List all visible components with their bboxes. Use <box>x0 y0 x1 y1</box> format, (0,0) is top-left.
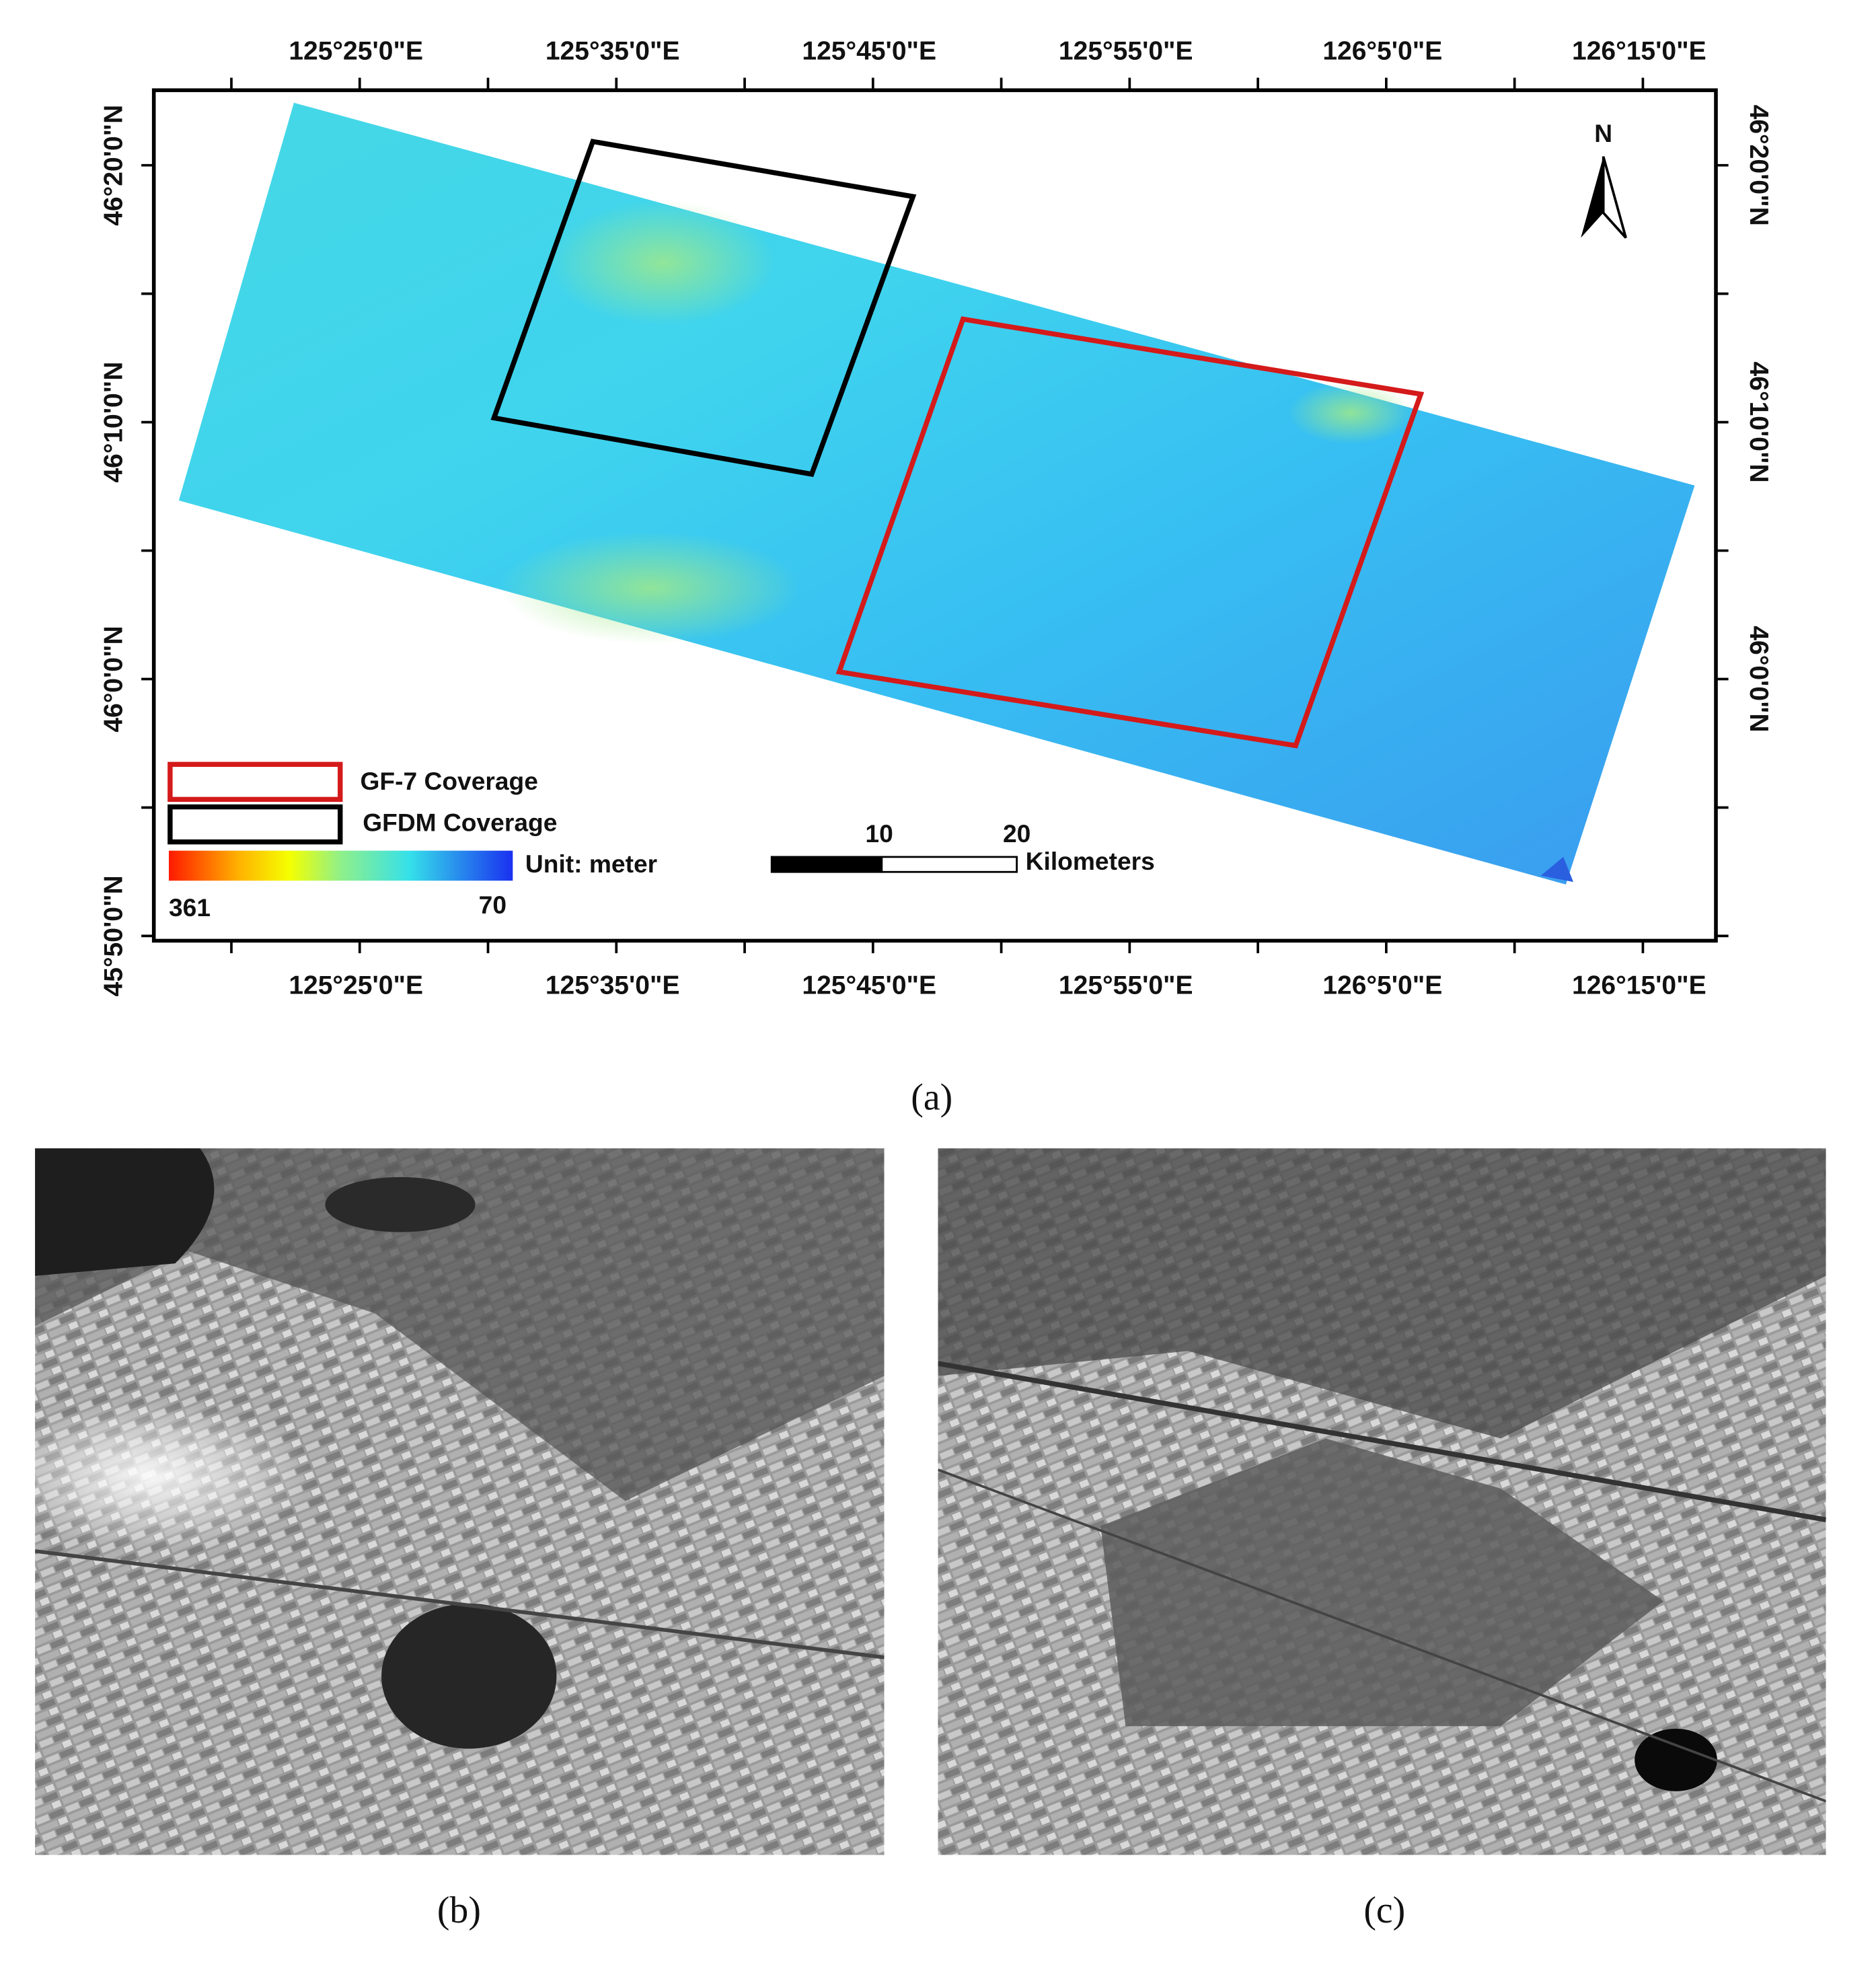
image-dark-area <box>35 1148 885 1501</box>
scale-segment <box>770 856 883 873</box>
north-arrow-left <box>1581 156 1604 238</box>
image-water <box>325 1177 476 1232</box>
lat-label-left: 46°20'0"N <box>99 105 128 226</box>
lat-label-right: 46°0'0"N <box>1744 626 1773 732</box>
image-dark-area <box>1100 1438 1663 1727</box>
image-water <box>35 1148 215 1276</box>
image-c <box>938 1148 1826 1855</box>
image-road <box>35 1549 885 1659</box>
north-label: N <box>1594 119 1612 147</box>
legend-gfdm-label: GFDM Coverage <box>363 808 557 836</box>
image-water <box>381 1603 557 1749</box>
lat-label-left: 46°10'0"N <box>99 362 128 483</box>
image-water <box>1635 1728 1717 1791</box>
lat-label-right: 46°10'0"N <box>1744 362 1773 483</box>
caption: (c) <box>1363 1890 1405 1931</box>
raster-shade <box>1288 381 1414 445</box>
lat-label-left: 46°0'0"N <box>99 626 128 732</box>
legend-gf7-label: GF-7 Coverage <box>360 767 537 795</box>
image-road <box>938 1468 1826 1803</box>
lon-label-top: 126°15'0"E <box>1572 37 1706 66</box>
gf7-coverage <box>835 316 1425 749</box>
caption: (a) <box>911 1076 952 1118</box>
raster-shade <box>550 200 776 326</box>
north-arrow-right <box>1602 156 1627 239</box>
lon-label-bottom: 125°25'0"E <box>289 971 423 1000</box>
lon-label-bottom: 126°15'0"E <box>1572 971 1706 1000</box>
lon-label-bottom: 125°55'0"E <box>1059 971 1193 1000</box>
unit-label: Unit: meter <box>525 850 657 878</box>
scale-unit: Kilometers <box>1026 847 1155 875</box>
north-arrow: N <box>1581 119 1627 239</box>
scale-tick-label: 20 <box>1003 819 1030 848</box>
lon-label-top: 126°5'0"E <box>1322 37 1442 66</box>
image-b <box>35 1148 885 1855</box>
color-bar <box>169 850 513 881</box>
lon-label-bottom: 126°5'0"E <box>1322 971 1442 1000</box>
lon-label-bottom: 125°35'0"E <box>546 971 680 1000</box>
lon-label-top: 125°25'0"E <box>289 37 423 66</box>
image-haze <box>35 1401 313 1551</box>
image-dark-area <box>938 1148 1826 1439</box>
scale-segment <box>880 856 1018 873</box>
gfdm-coverage <box>490 139 917 478</box>
raster-shade <box>500 531 800 644</box>
ticks: 125°25'0"E 125°25'0"E 125°35'0"E 125°35'0"E… <box>99 37 1773 1000</box>
raster-shade <box>1540 856 1574 883</box>
caption: (b) <box>437 1890 481 1931</box>
legend-gfdm-swatch <box>167 804 343 845</box>
legend: GF-7 Coverage GFDM Coverage Unit: meter … <box>167 761 657 922</box>
lon-label-bottom: 125°45'0"E <box>802 971 936 1000</box>
image-road <box>938 1361 1826 1523</box>
color-bar-max: 361 <box>169 893 211 922</box>
scale-bar: 10 20 Kilometers <box>770 819 1155 875</box>
color-bar-min: 70 <box>479 891 506 919</box>
legend-gf7-swatch <box>167 761 343 802</box>
lat-label-right: 46°20'0"N <box>1744 105 1773 226</box>
lon-label-top: 125°35'0"E <box>546 37 680 66</box>
map-frame <box>151 88 1718 943</box>
lon-label-top: 125°45'0"E <box>802 37 936 66</box>
lat-label-left: 45°50'0"N <box>99 875 128 996</box>
scale-tick-label: 10 <box>865 819 893 848</box>
lon-label-top: 125°55'0"E <box>1059 37 1193 66</box>
